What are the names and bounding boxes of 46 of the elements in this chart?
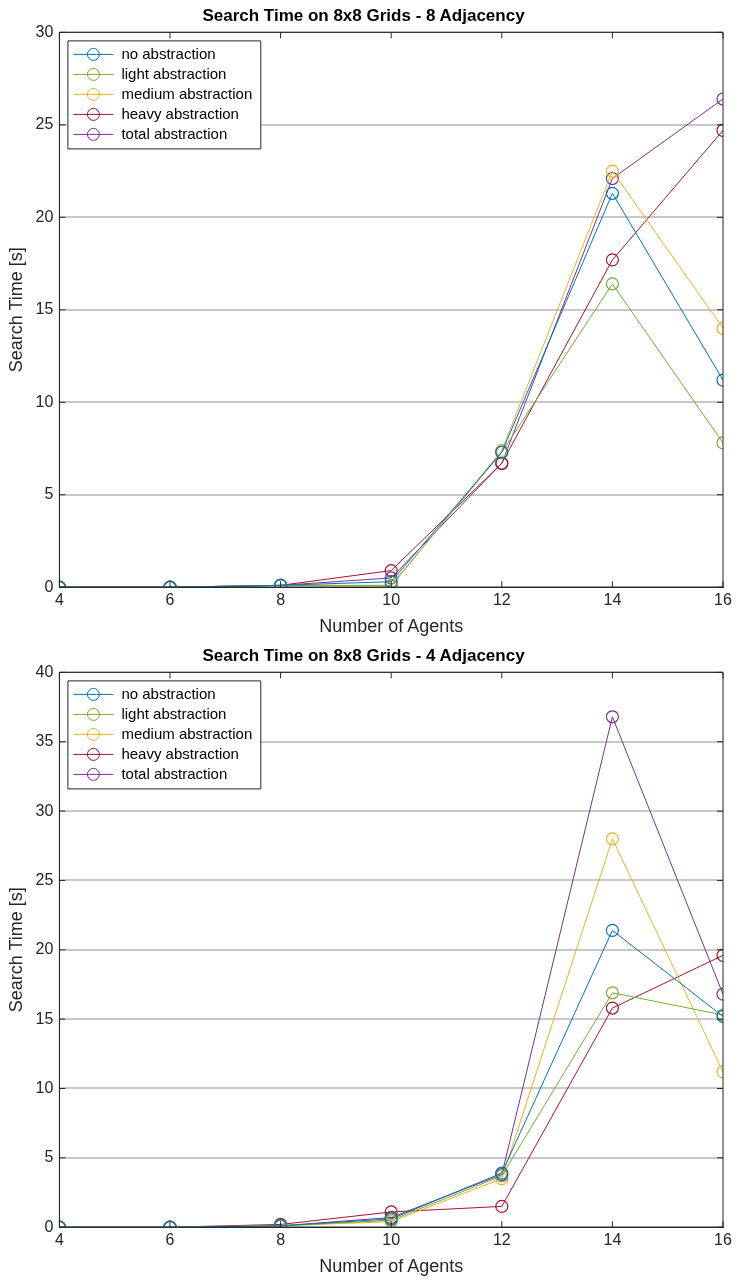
x-tick-label: 10 [382, 591, 401, 609]
legend-label: no abstraction [121, 44, 216, 62]
legend-label: medium abstraction [121, 84, 253, 102]
x-axis-title: Number of Agents [319, 616, 464, 637]
y-tick-label: 10 [35, 1078, 54, 1096]
x-tick-label: 14 [603, 1231, 622, 1249]
x-tick-label: 4 [54, 1231, 64, 1249]
x-tick-label: 12 [492, 1231, 511, 1249]
legend-label: light abstraction [121, 704, 227, 722]
y-tick-label: 35 [35, 732, 54, 750]
x-tick-label: 4 [54, 591, 64, 609]
legend-label: medium abstraction [121, 724, 253, 742]
y-tick-label: 10 [35, 392, 54, 410]
y-tick-label: 25 [35, 115, 54, 133]
legend-label: heavy abstraction [121, 744, 239, 762]
x-tick-label: 16 [714, 1231, 732, 1249]
x-tick-label: 12 [492, 591, 511, 609]
y-tick-label: 30 [35, 22, 54, 40]
y-tick-label: 30 [35, 801, 54, 819]
y-axis-title: Search Time [s] [5, 247, 26, 373]
x-tick-label: 8 [276, 591, 286, 609]
x-tick-label: 6 [165, 1231, 175, 1249]
x-tick-label: 10 [382, 1231, 401, 1249]
y-tick-label: 0 [44, 1217, 54, 1235]
x-tick-label: 16 [714, 591, 732, 609]
x-tick-label: 8 [276, 1231, 286, 1249]
legend-label: total abstraction [121, 764, 228, 782]
y-tick-label: 15 [35, 300, 54, 318]
y-tick-label: 5 [44, 485, 54, 503]
legend-label: heavy abstraction [121, 104, 239, 122]
y-tick-label: 20 [35, 940, 54, 958]
x-tick-label: 14 [603, 591, 622, 609]
legend-label: light abstraction [121, 64, 227, 82]
legend-label: total abstraction [121, 124, 228, 142]
chart-title: Search Time on 8x8 Grids - 4 Adjacency [202, 645, 526, 665]
y-tick-label: 40 [35, 662, 54, 680]
chart-title: Search Time on 8x8 Grids - 8 Adjacency [202, 5, 526, 25]
y-tick-label: 0 [44, 577, 54, 595]
y-tick-label: 5 [44, 1148, 54, 1166]
y-tick-label: 20 [35, 207, 54, 225]
x-tick-label: 6 [165, 591, 175, 609]
x-axis-title: Number of Agents [319, 1256, 464, 1277]
y-tick-label: 25 [35, 870, 54, 888]
legend-label: no abstraction [121, 684, 216, 702]
y-axis-title: Search Time [s] [5, 887, 26, 1013]
y-tick-label: 15 [35, 1009, 54, 1027]
